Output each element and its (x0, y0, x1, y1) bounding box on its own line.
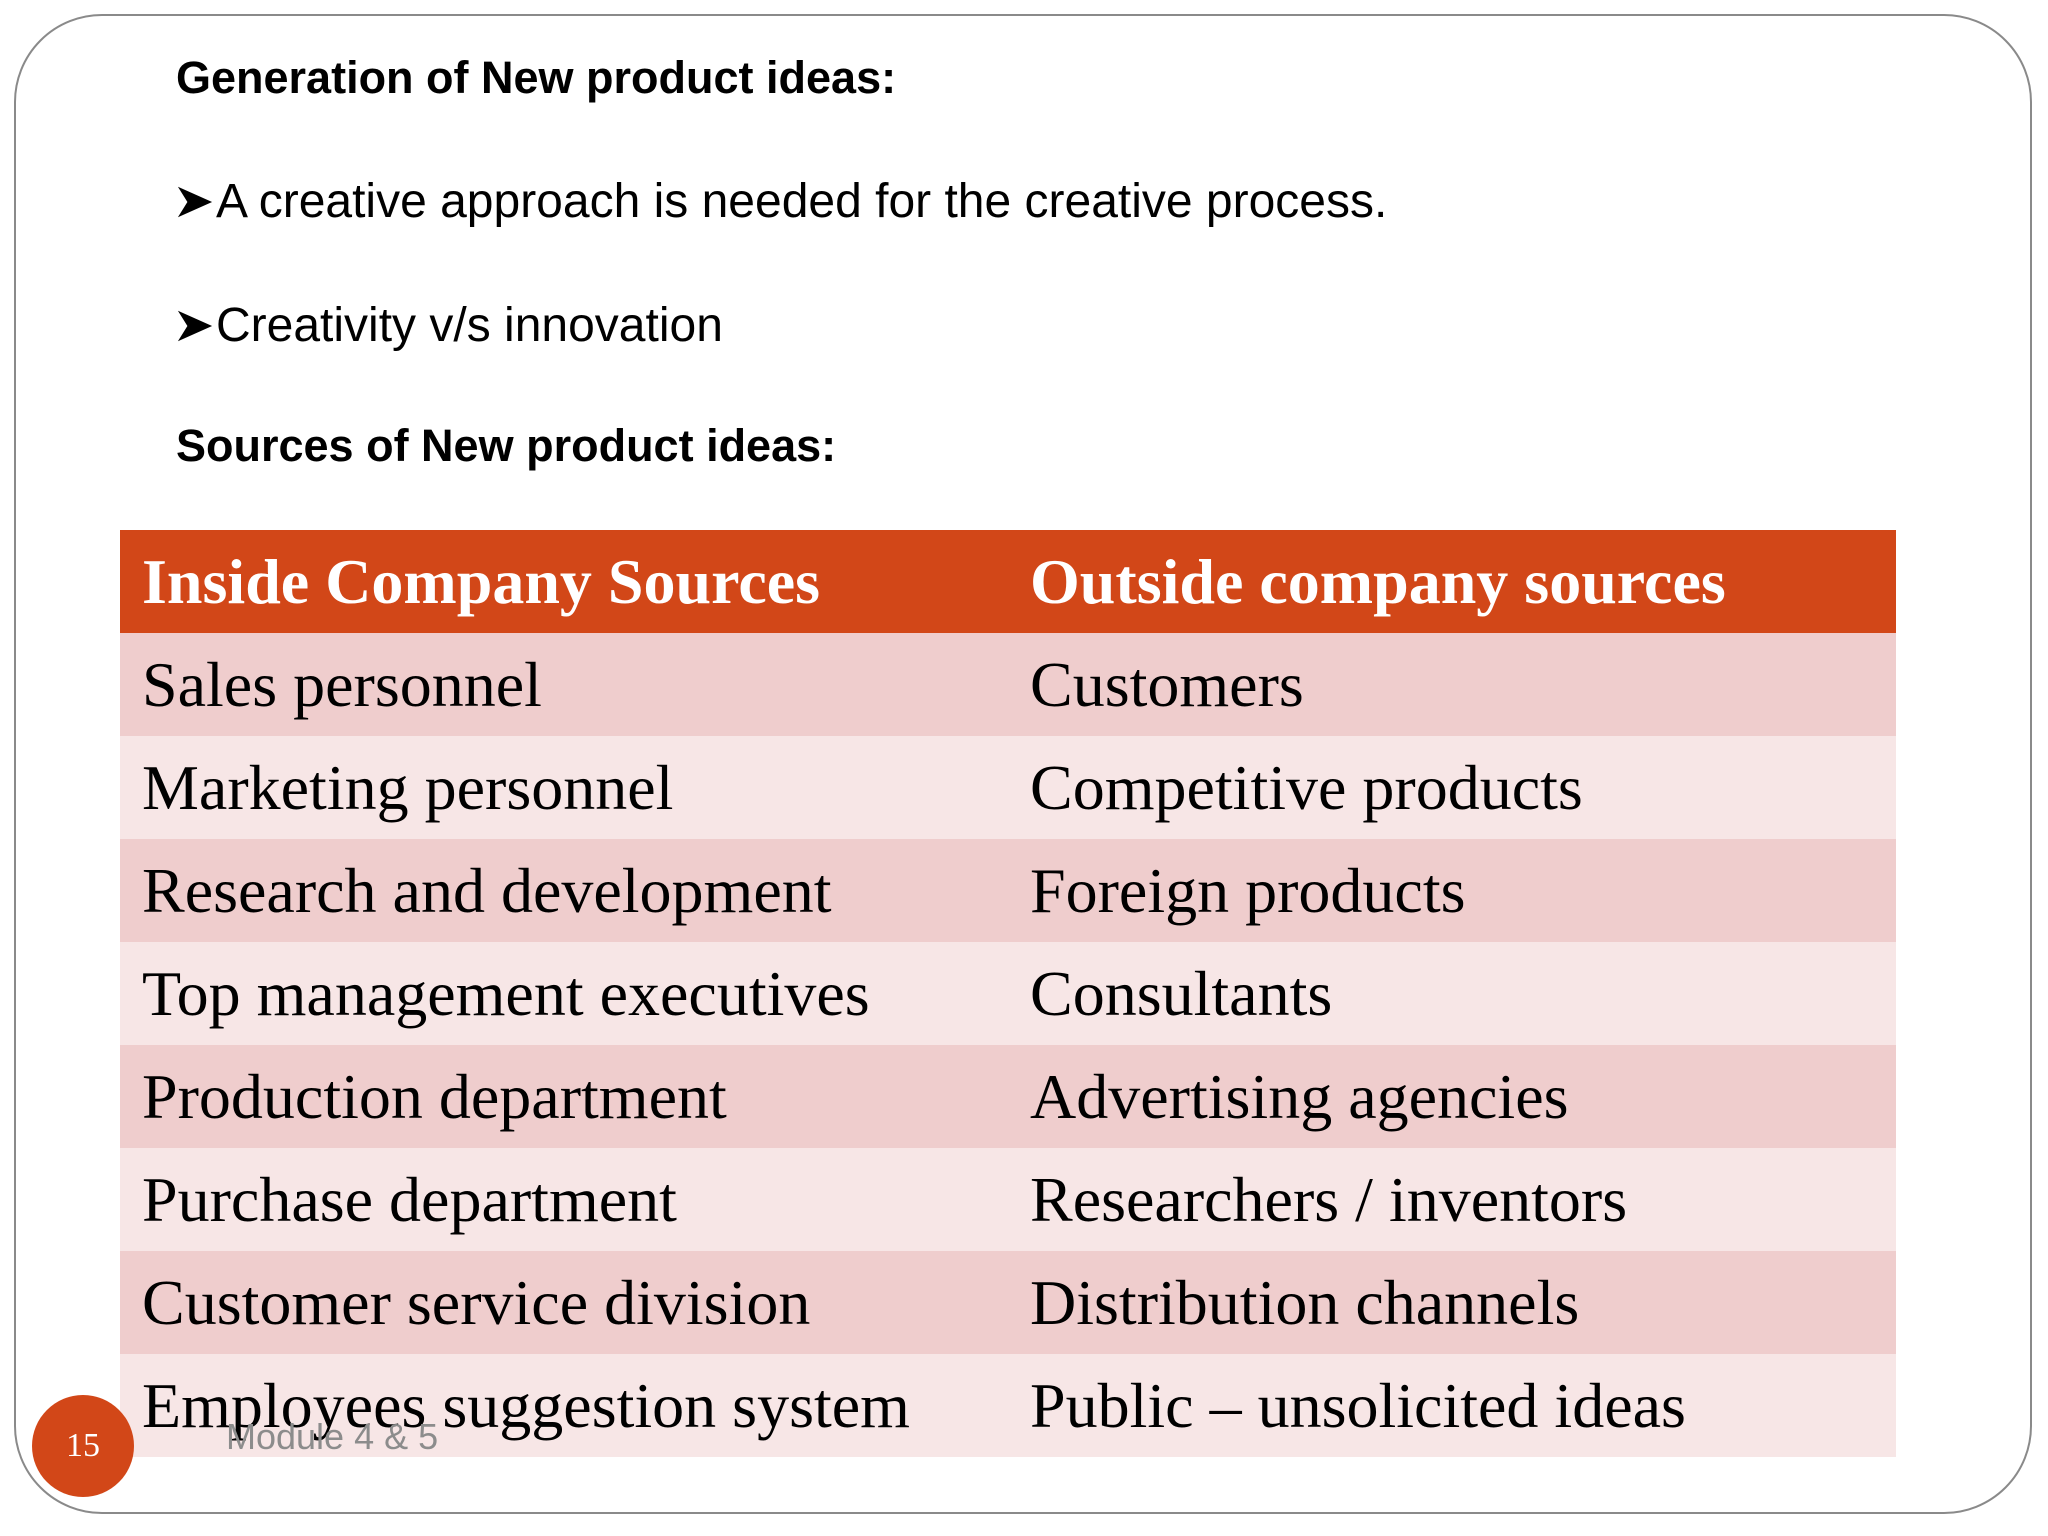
table-row: Customer service division Distribution c… (120, 1251, 1896, 1354)
outside-source-cell: Advertising agencies (1008, 1045, 1896, 1148)
table-row: Sales personnel Customers (120, 633, 1896, 736)
inside-source-cell: Sales personnel (120, 633, 1008, 736)
table-row: Research and development Foreign product… (120, 839, 1896, 942)
arrowhead-bullet-icon (177, 310, 213, 341)
outside-source-cell: Public – unsolicited ideas (1008, 1354, 1896, 1457)
header-outside-sources: Outside company sources (1008, 530, 1896, 633)
arrowhead-bullet-icon (177, 186, 213, 217)
table-header-row: Inside Company Sources Outside company s… (120, 530, 1896, 633)
bullet-item: A creative approach is needed for the cr… (176, 174, 1387, 229)
table-row: Purchase department Researchers / invent… (120, 1148, 1896, 1251)
outside-source-cell: Foreign products (1008, 839, 1896, 942)
table-row: Marketing personnel Competitive products (120, 736, 1896, 839)
footer-module-label: Module 4 & 5 (226, 1416, 439, 1457)
outside-source-cell: Competitive products (1008, 736, 1896, 839)
outside-source-cell: Customers (1008, 633, 1896, 736)
outside-source-cell: Distribution channels (1008, 1251, 1896, 1354)
outside-source-cell: Consultants (1008, 942, 1896, 1045)
inside-source-cell: Production department (120, 1045, 1008, 1148)
outside-source-cell: Researchers / inventors (1008, 1148, 1896, 1251)
inside-source-cell: Top management executives (120, 942, 1008, 1045)
table-row: Top management executives Consultants (120, 942, 1896, 1045)
bullet-text: Creativity v/s innovation (216, 299, 723, 352)
table-row: Employees suggestion system Public – uns… (120, 1354, 1896, 1457)
page-number-badge: 15 (32, 1395, 134, 1497)
bullet-item: Creativity v/s innovation (176, 298, 723, 353)
inside-source-cell: Customer service division (120, 1251, 1008, 1354)
bullet-text: A creative approach is needed for the cr… (216, 175, 1388, 228)
table-row: Production department Advertising agenci… (120, 1045, 1896, 1148)
inside-source-cell: Research and development (120, 839, 1008, 942)
sources-table: Inside Company Sources Outside company s… (120, 530, 1896, 1457)
inside-source-cell: Purchase department (120, 1148, 1008, 1251)
sources-heading: Sources of New product ideas: (176, 420, 837, 471)
generation-heading: Generation of New product ideas: (176, 52, 897, 103)
inside-source-cell: Marketing personnel (120, 736, 1008, 839)
header-inside-sources: Inside Company Sources (120, 530, 1008, 633)
inside-source-cell: Employees suggestion system (120, 1354, 1008, 1457)
